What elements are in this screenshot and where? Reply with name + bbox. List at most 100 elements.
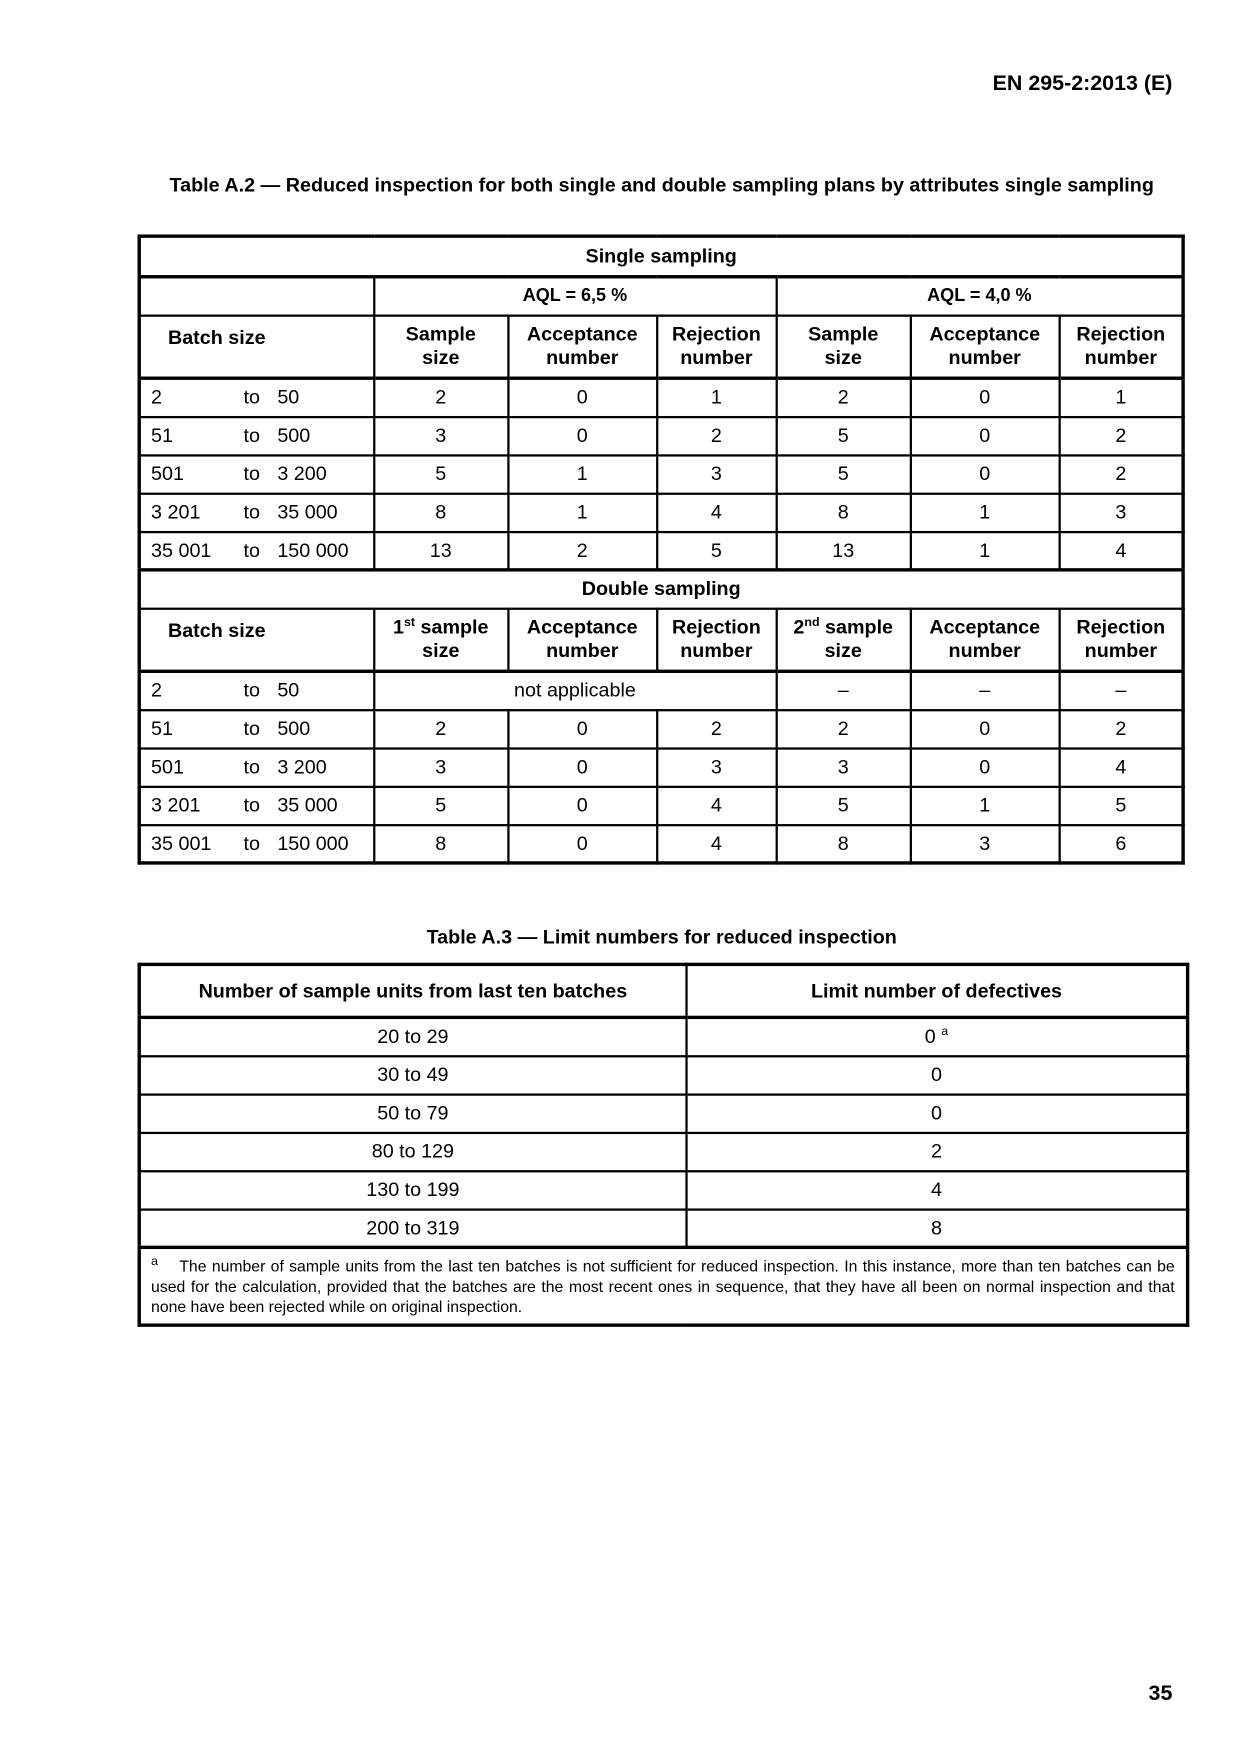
header-line: number: [1084, 639, 1158, 663]
cell: 5: [655, 530, 778, 571]
table-row: 50 to 79 0: [138, 1092, 1189, 1134]
table-a2-caption: Table A.2 — Reduced inspection for both …: [169, 173, 1154, 197]
limit-value: 0: [931, 1101, 942, 1124]
header-line: Sample: [405, 322, 476, 346]
cell: 3: [372, 415, 509, 456]
units-cell: 80 to 129: [138, 1131, 688, 1172]
cell: 4: [655, 785, 778, 826]
aql-6-5-header: AQL = 6,5 %: [372, 275, 778, 317]
header-line: Acceptance: [929, 322, 1041, 346]
range-to: to: [243, 716, 260, 740]
cell: 0: [506, 823, 658, 865]
header-line: Acceptance: [526, 615, 638, 639]
column-header: Acceptance number: [909, 313, 1061, 380]
cell: 1: [1057, 376, 1185, 418]
batch-range: 51 to 500: [138, 708, 375, 750]
range-from: 2: [151, 678, 163, 702]
table-row: 2 to 50 not applicable – – –: [138, 669, 1185, 711]
range-from: 35 001: [151, 538, 212, 562]
cell: 0: [506, 708, 658, 750]
column-header: Rejection number: [1057, 313, 1185, 380]
range-upto: 150 000: [277, 538, 349, 562]
cell: 5: [775, 785, 912, 826]
header-line: size: [824, 346, 862, 369]
range-upto: 500: [277, 716, 311, 740]
ordinal: 2: [793, 615, 805, 639]
cell: 0: [909, 376, 1061, 418]
cell: 2: [775, 376, 912, 418]
ordinal: 1: [393, 615, 404, 639]
cell: 4: [1057, 530, 1185, 571]
table-row: 51 to 500 2 0 2 2 0 2: [138, 708, 1185, 750]
range-to: to: [243, 793, 260, 817]
column-header: Rejection number: [655, 607, 778, 673]
cell: 8: [372, 492, 509, 533]
header-line: Sample: [808, 322, 879, 346]
cell: 2: [655, 708, 778, 750]
header-line: size: [824, 639, 862, 663]
aql-4-0-header: AQL = 4,0 %: [775, 275, 1185, 317]
page-number: 35: [1148, 1681, 1173, 1706]
range-to: to: [243, 385, 260, 409]
range-from: 51: [151, 716, 174, 740]
header-line: Rejection: [671, 322, 761, 346]
range-upto: 50: [277, 678, 300, 702]
limit-value: 2: [931, 1139, 942, 1163]
range-upto: 35 000: [277, 500, 338, 524]
table-row: 3 201 to 35 000 8 1 4 8 1 3: [138, 492, 1185, 533]
batch-range: 2 to 50: [138, 669, 375, 711]
column-header: Rejection number: [655, 313, 778, 380]
batch-size-header: Batch size: [138, 607, 375, 673]
header-line: number: [1084, 346, 1158, 369]
batch-range: 35 001 to 150 000: [138, 530, 375, 571]
cell: 0: [909, 453, 1061, 495]
range-upto: 3 200: [277, 462, 327, 485]
header-line: size: [422, 639, 460, 663]
table-row: 501 to 3 200 5 1 3 5 0 2: [138, 453, 1185, 495]
table-row: 35 001 to 150 000 13 2 5 13 1 4: [138, 530, 1185, 571]
units-cell: 30 to 49: [138, 1054, 688, 1096]
cell: 0: [506, 376, 658, 418]
table-row: 30 to 49 0: [138, 1054, 1189, 1096]
batch-range: 51 to 500: [138, 415, 375, 456]
limit-cell: 4: [684, 1169, 1189, 1211]
column-header: Acceptance number: [506, 607, 658, 673]
cell: 3: [909, 823, 1061, 865]
cell: 0: [909, 708, 1061, 750]
cell: 5: [775, 453, 912, 495]
cell: 0: [909, 746, 1061, 788]
units-header: Number of sample units from last ten bat…: [138, 963, 688, 1019]
single-sampling-title: Single sampling: [138, 235, 1185, 278]
range-from: 3 201: [151, 793, 201, 817]
header-line: Acceptance: [929, 615, 1041, 639]
cell: 5: [372, 453, 509, 495]
footnote-text: The number of sample units from the last…: [151, 1256, 1175, 1316]
cell: 2: [775, 708, 912, 750]
cell: 2: [372, 376, 509, 418]
cell: 3: [775, 746, 912, 788]
limit-header: Limit number of defectives: [684, 963, 1189, 1019]
cell: 5: [775, 415, 912, 456]
column-header: Acceptance number: [909, 607, 1061, 673]
cell: –: [1057, 669, 1185, 711]
batch-range: 35 001 to 150 000: [138, 823, 375, 865]
header-line: Rejection: [1076, 615, 1166, 639]
header-line: size: [422, 346, 460, 369]
table-row: 3 201 to 35 000 5 0 4 5 1 5: [138, 785, 1185, 826]
cell: –: [909, 669, 1061, 711]
batch-range: 3 201 to 35 000: [138, 785, 375, 826]
batch-range: 501 to 3 200: [138, 453, 375, 495]
header-line: number: [546, 639, 619, 663]
cell: 1: [909, 785, 1061, 826]
document-header: EN 295-2:2013 (E): [992, 72, 1173, 96]
cell: 4: [655, 823, 778, 865]
cell: 6: [1057, 823, 1185, 865]
limit-cell: 2: [684, 1131, 1189, 1172]
ordinal-suffix: nd: [804, 615, 820, 630]
range-from: 35 001: [151, 831, 212, 855]
range-to: to: [243, 755, 260, 778]
footnote: a The number of sample units from the la…: [138, 1245, 1189, 1327]
header-line: number: [680, 346, 753, 369]
range-from: 501: [151, 755, 184, 778]
range-upto: 50: [277, 385, 300, 409]
